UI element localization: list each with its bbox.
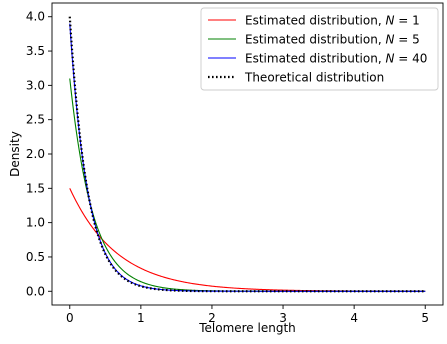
y-tick-label: 1.0 [26, 216, 45, 230]
x-tick-label: 2 [208, 311, 216, 325]
legend-label-text: Theoretical distribution [244, 71, 384, 85]
y-tick-label: 3.5 [26, 44, 45, 58]
y-tick-label: 3.0 [26, 78, 45, 92]
legend-label-2: Estimated distribution, N = 5 [245, 33, 420, 47]
legend-label-4: Theoretical distribution [244, 71, 384, 85]
legend-label-var: N [385, 52, 394, 66]
x-tick-label: 0 [66, 311, 74, 325]
legend-label-1: Estimated distribution, N = 1 [245, 14, 420, 28]
series-line-4 [68, 16, 426, 293]
series-line-2 [69, 78, 426, 292]
x-tick-label: 1 [137, 311, 145, 325]
y-tick-label: 4.0 [26, 10, 45, 24]
legend-label-text: Estimated distribution, [245, 14, 385, 28]
y-axis: 0.0 0.5 1.0 1.5 2.0 2.5 3.0 3.5 4.0 [26, 10, 52, 298]
x-tick-label: 3 [279, 311, 287, 325]
legend-label-text: Estimated distribution, [245, 33, 385, 47]
y-tick-label: 0.5 [26, 250, 45, 264]
series-line-1 [69, 188, 426, 292]
x-axis-label: Telomere length [198, 321, 296, 335]
y-axis-label: Density [8, 131, 22, 177]
y-tick-label: 2.5 [26, 113, 45, 127]
x-tick-label: 5 [421, 311, 429, 325]
legend-box [200, 7, 439, 91]
x-tick-label: 4 [350, 311, 358, 325]
legend-label-var: N [385, 33, 394, 47]
legend-label-text: Estimated distribution, [245, 52, 385, 66]
legend-label-value: = 1 [394, 14, 419, 28]
legend-label-value: = 5 [394, 33, 419, 47]
legend-label-3: Estimated distribution, N = 40 [245, 52, 427, 66]
legend-label-value: = 40 [394, 52, 427, 66]
x-axis: 0 1 2 3 4 5 [66, 305, 429, 325]
legend-label-var: N [385, 14, 394, 28]
y-tick-label: 0.0 [26, 284, 45, 298]
y-tick-label: 2.0 [26, 147, 45, 161]
series-lines [68, 16, 426, 293]
y-tick-label: 1.5 [26, 181, 45, 195]
